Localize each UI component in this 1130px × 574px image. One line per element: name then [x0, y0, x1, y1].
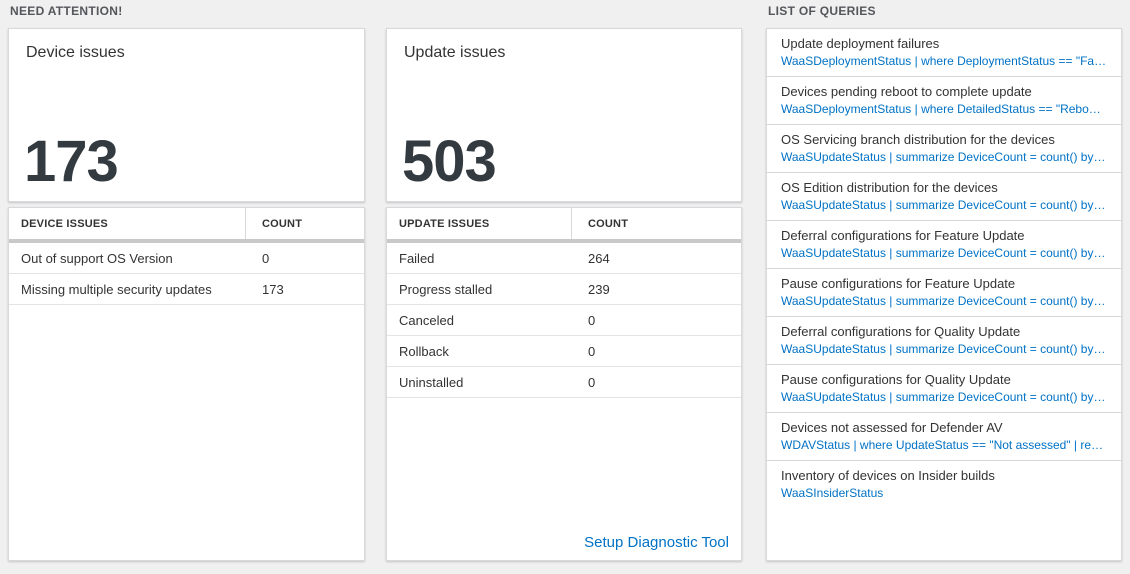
table-row[interactable]: Canceled 0 — [387, 305, 741, 336]
device-issue-count: 173 — [262, 281, 284, 297]
update-issues-count: 503 — [402, 129, 497, 194]
query-text-link[interactable]: WaaSUpdateStatus | summarize DeviceCount… — [781, 342, 1107, 356]
update-count-column-header: COUNT — [571, 208, 741, 239]
list-of-queries-panel: Update deployment failures WaaSDeploymen… — [766, 28, 1122, 561]
query-title: Update deployment failures — [781, 36, 940, 51]
table-row[interactable]: Rollback 0 — [387, 336, 741, 367]
update-issues-table-header: UPDATE ISSUES COUNT — [387, 208, 741, 243]
query-list-item[interactable]: Inventory of devices on Insider builds W… — [767, 461, 1121, 508]
query-title: Deferral configurations for Quality Upda… — [781, 324, 1021, 339]
update-issue-count: 239 — [588, 281, 610, 297]
device-issues-table: DEVICE ISSUES COUNT Out of support OS Ve… — [8, 207, 365, 561]
device-issues-tile-title: Device issues — [26, 44, 125, 61]
device-issues-count: 173 — [24, 129, 119, 194]
update-issue-name: Failed — [399, 250, 435, 266]
query-text-link[interactable]: WaaSDeploymentStatus | where DeploymentS… — [781, 54, 1107, 68]
update-issue-count: 0 — [588, 343, 596, 359]
query-list-item[interactable]: Pause configurations for Quality Update … — [767, 365, 1121, 413]
table-row[interactable]: Failed 264 — [387, 243, 741, 274]
query-list-item[interactable]: OS Servicing branch distribution for the… — [767, 125, 1121, 173]
query-title: Pause configurations for Quality Update — [781, 372, 1011, 387]
update-issue-name: Progress stalled — [399, 281, 493, 297]
table-row[interactable]: Out of support OS Version 0 — [9, 243, 364, 274]
table-row[interactable]: Progress stalled 239 — [387, 274, 741, 305]
device-issues-column-header: DEVICE ISSUES — [21, 217, 108, 230]
query-title: OS Edition distribution for the devices — [781, 180, 998, 195]
query-text-link[interactable]: WaaSUpdateStatus | summarize DeviceCount… — [781, 246, 1107, 260]
query-list-item[interactable]: OS Edition distribution for the devices … — [767, 173, 1121, 221]
update-issue-name: Uninstalled — [399, 374, 464, 390]
device-issue-name: Missing multiple security updates — [21, 281, 212, 297]
query-text-link[interactable]: WaaSUpdateStatus | summarize DeviceCount… — [781, 390, 1107, 404]
query-list-item[interactable]: Pause configurations for Feature Update … — [767, 269, 1121, 317]
query-list-item[interactable]: Devices pending reboot to complete updat… — [767, 77, 1121, 125]
query-list-item[interactable]: Update deployment failures WaaSDeploymen… — [767, 29, 1121, 77]
update-issues-tile-title: Update issues — [404, 44, 506, 61]
update-issues-table: UPDATE ISSUES COUNT Failed 264 Progress … — [386, 207, 742, 561]
update-issue-count: 0 — [588, 374, 596, 390]
query-title: Devices pending reboot to complete updat… — [781, 84, 1032, 99]
query-list-item[interactable]: Devices not assessed for Defender AV WDA… — [767, 413, 1121, 461]
query-text-link[interactable]: WaaSUpdateStatus | summarize DeviceCount… — [781, 198, 1107, 212]
query-title: Deferral configurations for Feature Upda… — [781, 228, 1025, 243]
query-list-item[interactable]: Deferral configurations for Quality Upda… — [767, 317, 1121, 365]
query-list-item[interactable]: Deferral configurations for Feature Upda… — [767, 221, 1121, 269]
query-text-link[interactable]: WaaSInsiderStatus — [781, 486, 884, 500]
query-title: Devices not assessed for Defender AV — [781, 420, 1003, 435]
device-issues-tile[interactable]: Device issues 173 — [8, 28, 365, 202]
query-text-link[interactable]: WDAVStatus | where UpdateStatus == "Not … — [781, 438, 1107, 452]
list-of-queries-heading: LIST OF QUERIES — [768, 4, 876, 18]
need-attention-heading: NEED ATTENTION! — [10, 4, 123, 18]
update-issue-name: Canceled — [399, 312, 454, 328]
device-issues-table-header: DEVICE ISSUES COUNT — [9, 208, 364, 243]
query-text-link[interactable]: WaaSUpdateStatus | summarize DeviceCount… — [781, 294, 1107, 308]
update-issue-name: Rollback — [399, 343, 449, 359]
update-issue-count: 0 — [588, 312, 596, 328]
query-title: Inventory of devices on Insider builds — [781, 468, 995, 483]
device-issue-name: Out of support OS Version — [21, 250, 173, 266]
query-title: Pause configurations for Feature Update — [781, 276, 1016, 291]
device-count-column-header: COUNT — [245, 208, 364, 239]
setup-diagnostic-tool-link[interactable]: Setup Diagnostic Tool — [584, 534, 729, 551]
device-issue-count: 0 — [262, 250, 270, 266]
query-title: OS Servicing branch distribution for the… — [781, 132, 1055, 147]
update-issues-column-header: UPDATE ISSUES — [399, 217, 490, 230]
table-row[interactable]: Uninstalled 0 — [387, 367, 741, 398]
update-issue-count: 264 — [588, 250, 610, 266]
query-text-link[interactable]: WaaSUpdateStatus | summarize DeviceCount… — [781, 150, 1107, 164]
query-text-link[interactable]: WaaSDeploymentStatus | where DetailedSta… — [781, 102, 1107, 116]
table-row[interactable]: Missing multiple security updates 173 — [9, 274, 364, 305]
update-issues-tile[interactable]: Update issues 503 — [386, 28, 742, 202]
